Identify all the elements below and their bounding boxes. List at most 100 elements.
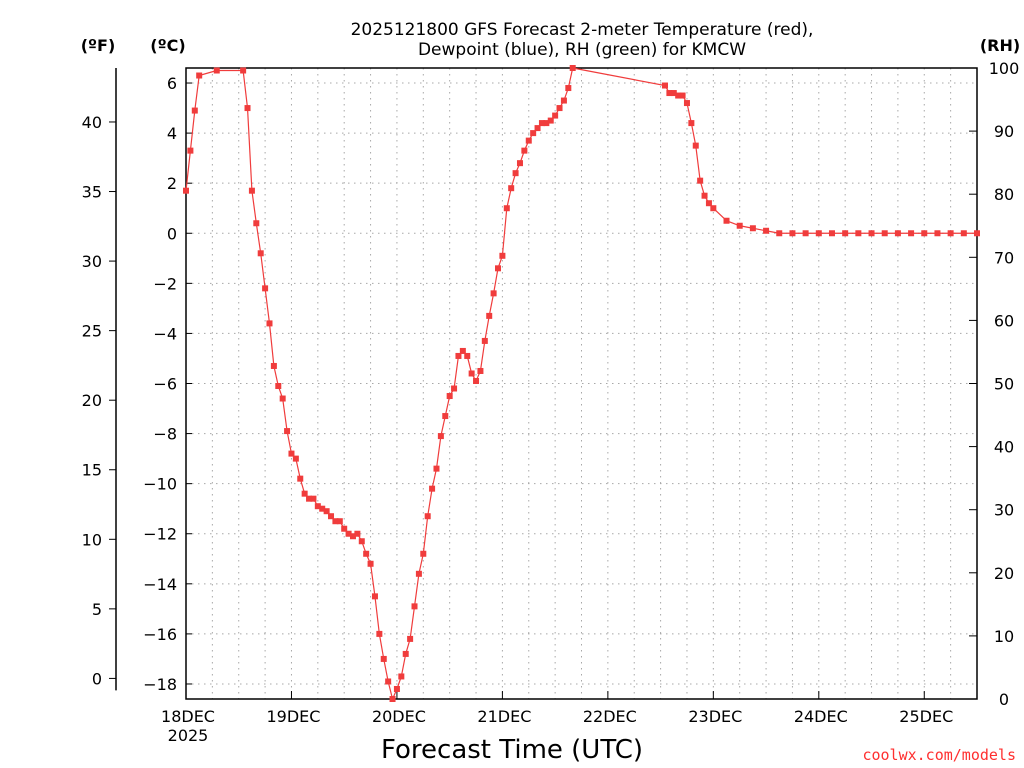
- temperature-point: [358, 538, 365, 545]
- temperature-point: [921, 230, 928, 237]
- temperature-point: [675, 92, 682, 99]
- temperature-point: [499, 252, 506, 259]
- watermark: coolwx.com/models: [862, 746, 1016, 764]
- y-tick-label-rh: 40: [994, 438, 1014, 457]
- x-axis-label: Forecast Time (UTC): [381, 735, 643, 765]
- temperature-point: [705, 200, 712, 207]
- temperature-point: [262, 285, 269, 292]
- temperature-point: [749, 225, 756, 232]
- temperature-point: [495, 265, 502, 272]
- temperature-point: [670, 90, 677, 97]
- temperature-point: [367, 560, 374, 567]
- temperature-point: [306, 495, 313, 502]
- temperature-point: [389, 696, 396, 702]
- y-tick-label-f: 5: [92, 600, 102, 619]
- temperature-point: [776, 230, 783, 237]
- temperature-point: [191, 107, 198, 114]
- temperature-point: [301, 490, 308, 497]
- temperature-point: [314, 503, 321, 510]
- temperature-point: [908, 230, 915, 237]
- y-tick-label-c: −6: [153, 375, 177, 394]
- temperature-point: [371, 593, 378, 600]
- temperature-point: [934, 230, 941, 237]
- x-tick-label: 22DEC: [583, 707, 637, 726]
- y-tick-label-c: −18: [143, 675, 177, 694]
- temperature-point: [433, 465, 440, 472]
- temperature-point: [345, 530, 352, 537]
- temperature-point: [802, 230, 809, 237]
- temperature-point: [424, 513, 431, 520]
- temperature-series: [183, 65, 980, 702]
- temperature-point: [842, 230, 849, 237]
- temperature-point: [569, 65, 576, 71]
- x-tick-label: 24DEC: [794, 707, 848, 726]
- temperature-point: [503, 205, 510, 212]
- y-tick-label-rh: 20: [994, 564, 1014, 583]
- temperature-point: [336, 518, 343, 525]
- temperature-point: [407, 635, 414, 642]
- temperature-point: [521, 147, 528, 154]
- y-tick-label-c: −4: [153, 324, 177, 343]
- temperature-point: [257, 250, 264, 257]
- temperature-point: [481, 337, 488, 344]
- temperature-point: [332, 518, 339, 525]
- temperature-point: [868, 230, 875, 237]
- temperature-point: [319, 505, 326, 512]
- temperature-point: [701, 192, 708, 199]
- temperature-point: [459, 347, 466, 354]
- temperature-point: [341, 525, 348, 532]
- y-tick-label-rh: 80: [994, 185, 1014, 204]
- temperature-point: [679, 92, 686, 99]
- temperature-point: [363, 550, 370, 557]
- y-tick-label-rh: 100: [989, 59, 1020, 78]
- temperature-point: [477, 367, 484, 374]
- y-tick-label-f: 10: [82, 530, 102, 549]
- temperature-point: [828, 230, 835, 237]
- temperature-point: [376, 630, 383, 637]
- y-tick-label-c: −14: [143, 575, 177, 594]
- unit-rh-label: (RH): [980, 36, 1020, 55]
- y-tick-label-c: −2: [153, 274, 177, 293]
- temperature-point: [183, 187, 189, 194]
- temperature-point: [455, 352, 462, 359]
- temperature-point: [473, 377, 480, 384]
- x-tick-label: 20DEC: [372, 707, 426, 726]
- temperature-point: [437, 433, 444, 440]
- temperature-point: [530, 130, 537, 137]
- temperature-point: [688, 120, 695, 127]
- temperature-point: [187, 147, 194, 154]
- temperature-point: [248, 187, 255, 194]
- x-tick-label: 23DEC: [688, 707, 742, 726]
- temperature-point: [763, 227, 770, 234]
- temperature-point: [947, 230, 954, 237]
- temperature-point: [560, 97, 567, 104]
- temperature-point: [270, 362, 277, 369]
- temperature-point: [402, 650, 409, 657]
- y-tick-label-rh: 10: [994, 627, 1014, 646]
- y-tick-label-rh: 60: [994, 311, 1014, 330]
- temperature-point: [974, 230, 980, 237]
- y-tick-label-rh: 70: [994, 248, 1014, 267]
- temperature-point: [196, 72, 203, 79]
- y-tick-label-rh: 0: [999, 690, 1009, 709]
- temperature-point: [855, 230, 862, 237]
- x-tick-label: 18DEC: [161, 707, 215, 726]
- temperature-point: [538, 120, 545, 127]
- temperature-point: [284, 428, 291, 435]
- x-tick-label: 25DEC: [899, 707, 953, 726]
- y-tick-label-f: 35: [82, 183, 102, 202]
- temperature-point: [292, 455, 299, 462]
- y-tick-label-f: 40: [82, 113, 102, 132]
- unit-f-label: (ºF): [81, 36, 116, 55]
- temperature-point: [323, 508, 330, 515]
- y-tick-label-f: 0: [92, 669, 102, 688]
- y-tick-label-c: −12: [143, 525, 177, 544]
- temperature-point: [393, 685, 400, 692]
- temperature-point: [661, 82, 668, 89]
- temperature-point: [490, 290, 497, 297]
- temperature-point: [310, 495, 317, 502]
- temperature-point: [253, 220, 260, 227]
- y-tick-label-f: 30: [82, 252, 102, 271]
